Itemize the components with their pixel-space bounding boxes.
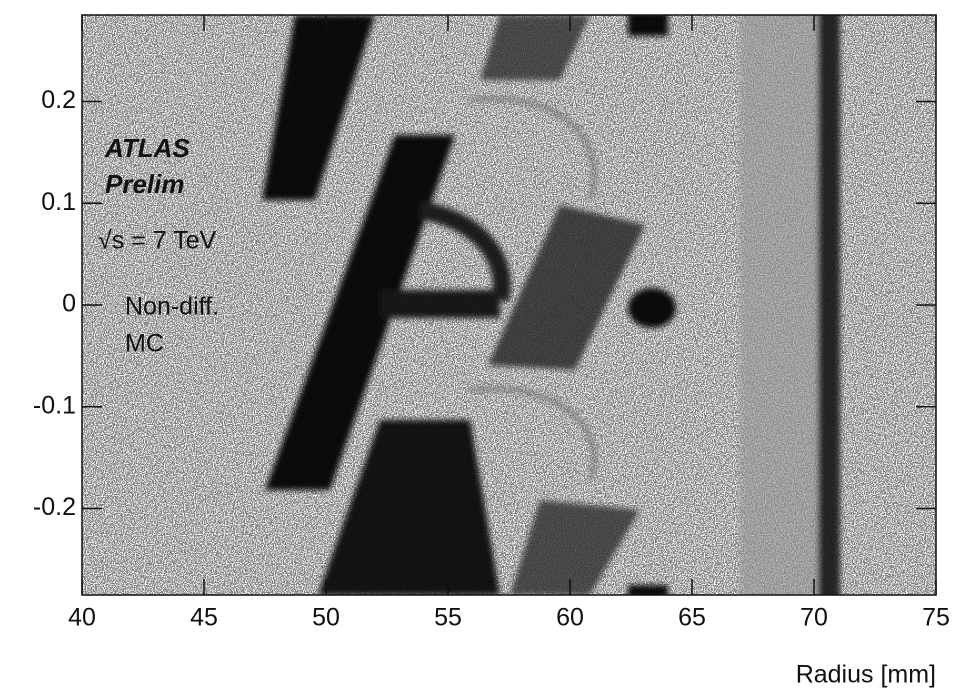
x-tick-label: 40 xyxy=(68,604,96,632)
x-tick-label: 75 xyxy=(922,604,950,632)
x-axis-label: Radius [mm] xyxy=(796,661,936,689)
prelim-label: Prelim xyxy=(105,169,185,199)
x-tick-label: 70 xyxy=(800,604,828,632)
x-tick-label: 45 xyxy=(190,604,218,632)
y-tick-label: 0 xyxy=(62,290,76,318)
sample-label: Non-diff. xyxy=(125,293,219,321)
sample-label: MC xyxy=(125,330,164,358)
y-tick-label: 0.1 xyxy=(41,188,76,216)
y-tick-label: -0.1 xyxy=(33,391,76,419)
y-tick-label: 0.2 xyxy=(41,86,76,114)
density-image xyxy=(82,15,936,595)
y-tick-label: -0.2 xyxy=(33,493,76,521)
atlas-label: ATLAS xyxy=(104,133,190,163)
energy-label: √s = 7 TeV xyxy=(98,227,217,255)
x-tick-label: 55 xyxy=(434,604,462,632)
x-tick-label: 50 xyxy=(312,604,340,632)
x-tick-label: 65 xyxy=(678,604,706,632)
x-tick-label: 60 xyxy=(556,604,584,632)
